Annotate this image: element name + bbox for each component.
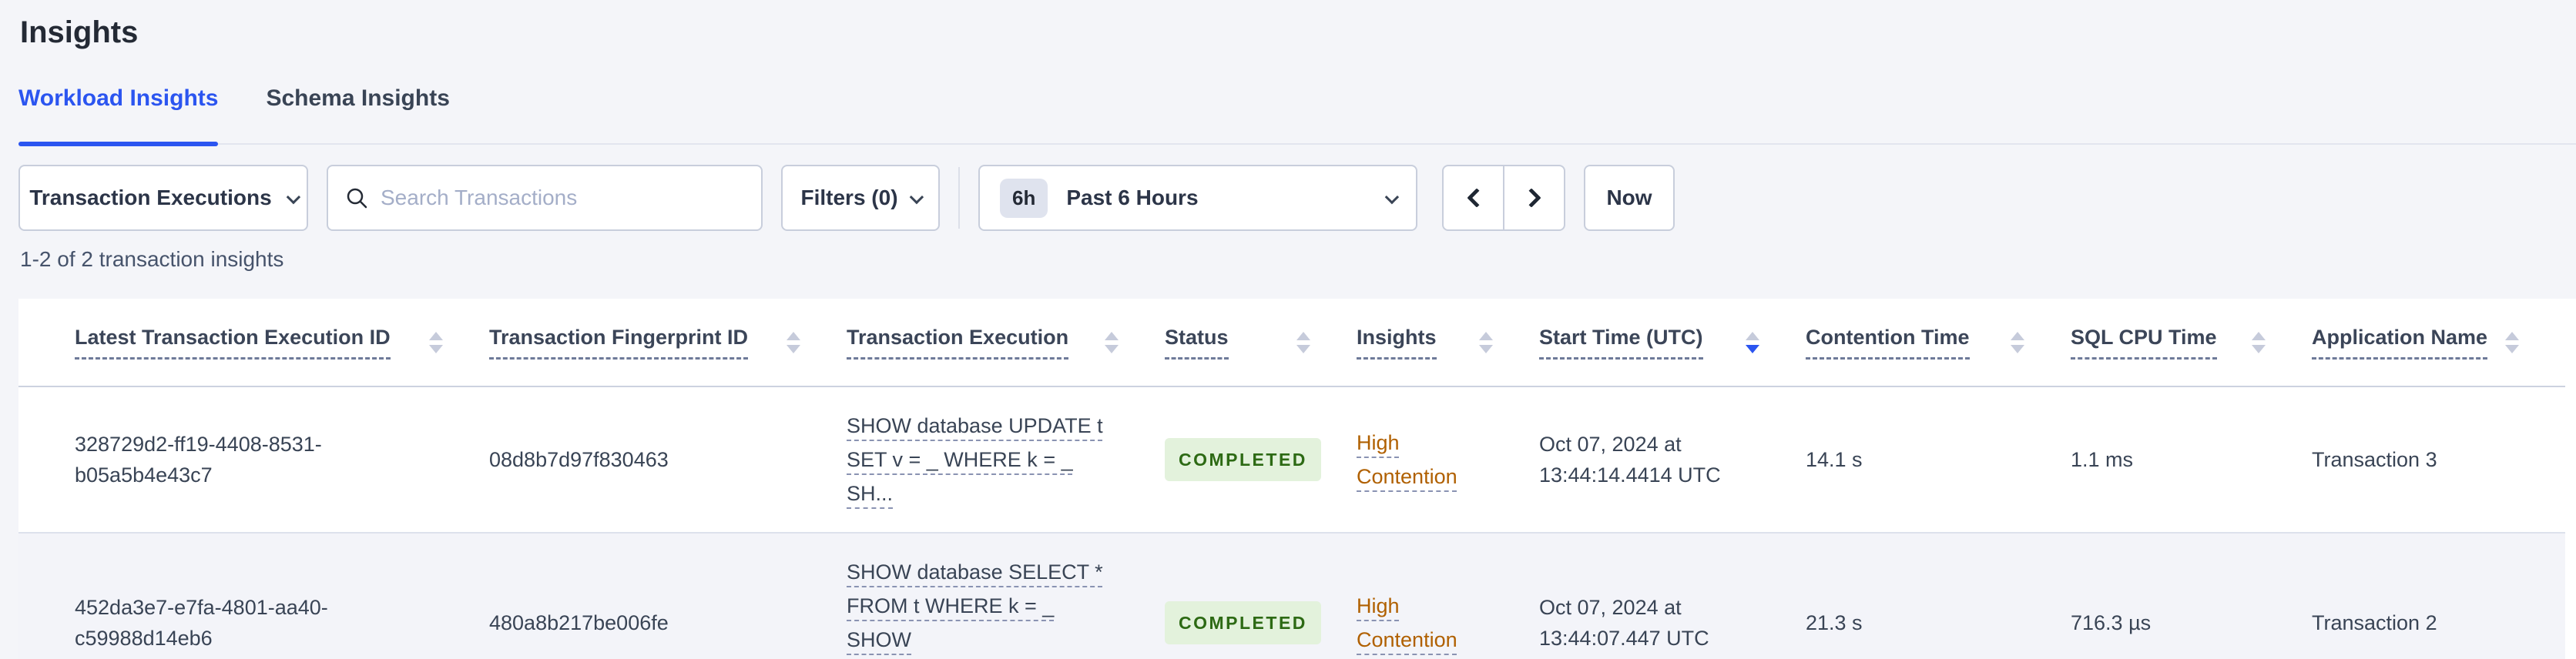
toolbar-divider bbox=[958, 167, 960, 229]
cell-application-name: Transaction 2 bbox=[2312, 532, 2565, 659]
col-header-application-name[interactable]: Application Name bbox=[2312, 299, 2565, 387]
cell-fingerprint-id: 08d8b7d97f830463 bbox=[489, 448, 669, 471]
insight-link[interactable]: High Contention bbox=[1357, 431, 1457, 488]
page-title: Insights bbox=[20, 15, 139, 49]
time-range-select[interactable]: 6h Past 6 Hours bbox=[978, 165, 1417, 231]
transaction-execution-link[interactable]: SHOW database UPDATE t bbox=[847, 414, 1103, 437]
cell-insights: High Contention bbox=[1357, 386, 1539, 533]
cell-status: COMPLETED bbox=[1165, 386, 1357, 533]
cell-insights: High Contention bbox=[1357, 532, 1539, 659]
results-count: 1-2 of 2 transaction insights bbox=[20, 247, 284, 271]
status-badge: COMPLETED bbox=[1165, 601, 1321, 644]
sort-icon[interactable] bbox=[1089, 331, 1119, 353]
insight-type-label: Transaction Executions bbox=[29, 186, 272, 209]
sort-icon-active-desc[interactable] bbox=[1730, 331, 1759, 353]
now-button[interactable]: Now bbox=[1584, 165, 1675, 231]
cell-start-time: Oct 07, 2024 at 13:44:14.4414 UTC bbox=[1539, 433, 1721, 487]
cell-sql-cpu-time: 716.3 µs bbox=[2071, 532, 2312, 659]
table-row: 452da3e7-e7fa-4801-aa40-c59988d14eb6 480… bbox=[18, 532, 2565, 659]
time-pager bbox=[1442, 165, 1565, 231]
sort-icon[interactable] bbox=[414, 331, 443, 353]
cell-status: COMPLETED bbox=[1165, 532, 1357, 659]
filters-button[interactable]: Filters (0) bbox=[781, 165, 940, 231]
col-header-transaction-fingerprint-id[interactable]: Transaction Fingerprint ID bbox=[489, 299, 847, 387]
search-box[interactable] bbox=[327, 165, 763, 231]
col-header-start-time[interactable]: Start Time (UTC) bbox=[1539, 299, 1806, 387]
sort-icon[interactable] bbox=[771, 331, 800, 353]
sort-icon[interactable] bbox=[2490, 331, 2519, 353]
insight-link[interactable]: High Contention bbox=[1357, 594, 1457, 651]
cell-contention-time: 21.3 s bbox=[1806, 532, 2071, 659]
search-icon bbox=[347, 188, 367, 209]
chevron-right-icon bbox=[1521, 188, 1541, 208]
cell-transaction-execution: SHOW database SELECT * FROM t WHERE k = … bbox=[847, 532, 1165, 659]
cell-fingerprint-id: 480a8b217be006fe bbox=[489, 532, 847, 659]
insights-table-card: Latest Transaction Execution ID Transact… bbox=[18, 299, 2576, 659]
table-header-row: Latest Transaction Execution ID Transact… bbox=[18, 299, 2565, 387]
col-header-transaction-execution[interactable]: Transaction Execution bbox=[847, 299, 1165, 387]
time-range-label: Past 6 Hours bbox=[1066, 186, 1199, 209]
time-range-badge: 6h bbox=[1000, 178, 1048, 218]
sort-icon[interactable] bbox=[1995, 331, 2024, 353]
cell-execution-id: 452da3e7-e7fa-4801-aa40-c59988d14eb6 bbox=[18, 532, 489, 659]
insights-tabs: Workload Insights Schema Insights bbox=[18, 82, 2576, 146]
col-header-sql-cpu-time[interactable]: SQL CPU Time bbox=[2071, 299, 2312, 387]
chevron-left-icon bbox=[1466, 188, 1487, 208]
sort-icon[interactable] bbox=[1464, 331, 1493, 353]
chevron-down-icon bbox=[909, 189, 924, 204]
cell-contention-time: 14.1 s bbox=[1806, 448, 1863, 471]
sort-icon[interactable] bbox=[1281, 331, 1310, 353]
col-header-latest-transaction-execution-id[interactable]: Latest Transaction Execution ID bbox=[18, 299, 489, 387]
transaction-execution-link[interactable]: FROM t WHERE k = _ SHOW bbox=[847, 594, 1055, 651]
cell-execution-id: 328729d2-ff19-4408-8531-b05a5b4e43c7 bbox=[75, 433, 322, 487]
transaction-insights-table: Latest Transaction Execution ID Transact… bbox=[18, 299, 2565, 659]
status-badge: COMPLETED bbox=[1165, 438, 1321, 481]
insight-type-select[interactable]: Transaction Executions bbox=[18, 165, 308, 231]
next-time-range-button[interactable] bbox=[1504, 165, 1565, 231]
table-row: 328729d2-ff19-4408-8531-b05a5b4e43c7 08d… bbox=[18, 386, 2565, 533]
tab-schema-insights[interactable]: Schema Insights bbox=[266, 85, 450, 111]
chevron-down-icon bbox=[286, 189, 300, 204]
transaction-execution-link[interactable]: SHOW database SELECT * bbox=[847, 560, 1103, 584]
cell-application-name: Transaction 3 bbox=[2312, 448, 2437, 471]
chevron-down-icon bbox=[1384, 189, 1400, 204]
sort-icon[interactable] bbox=[2236, 331, 2266, 353]
now-label: Now bbox=[1606, 186, 1652, 209]
prev-time-range-button[interactable] bbox=[1442, 165, 1504, 231]
transaction-execution-link[interactable]: SET v = _ WHERE k = _ SH... bbox=[847, 448, 1073, 505]
col-header-status[interactable]: Status bbox=[1165, 299, 1357, 387]
cell-start-time: Oct 07, 2024 at 13:44:07.447 UTC bbox=[1539, 532, 1806, 659]
col-header-insights[interactable]: Insights bbox=[1357, 299, 1539, 387]
col-header-contention-time[interactable]: Contention Time bbox=[1806, 299, 2071, 387]
search-input[interactable] bbox=[381, 186, 744, 210]
cell-sql-cpu-time: 1.1 ms bbox=[2071, 448, 2134, 471]
tab-workload-insights[interactable]: Workload Insights bbox=[18, 82, 219, 146]
toolbar: Transaction Executions Filters (0) 6h Pa… bbox=[18, 165, 2558, 231]
filters-label: Filters (0) bbox=[800, 186, 898, 209]
cell-transaction-execution: SHOW database UPDATE t SET v = _ WHERE k… bbox=[847, 386, 1165, 533]
